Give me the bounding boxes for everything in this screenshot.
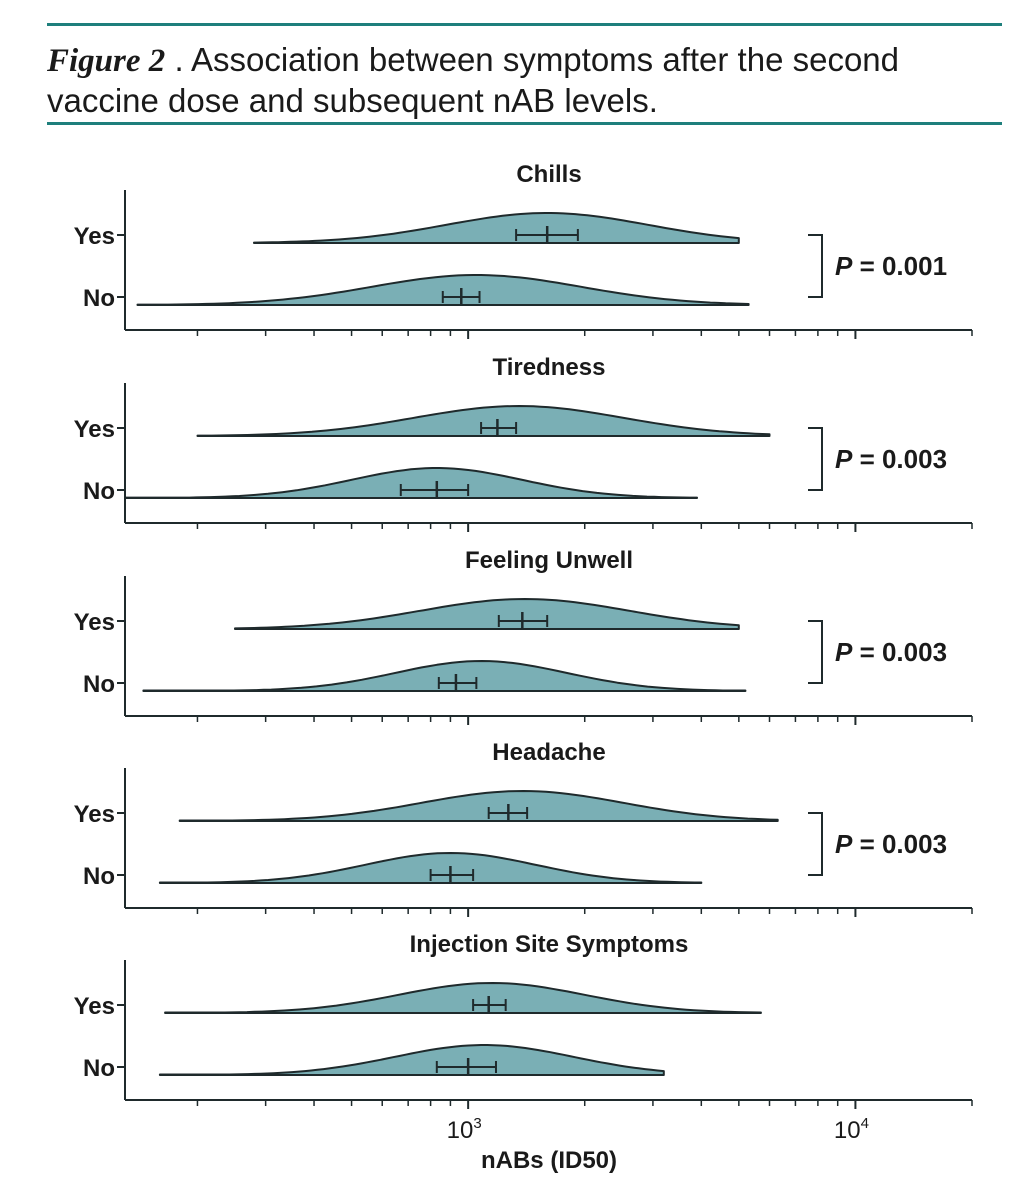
figure-caption: Figure 2 . Association between symptoms … bbox=[47, 40, 1007, 121]
x-tick-label: 103 bbox=[447, 1115, 482, 1144]
group-label: Yes bbox=[74, 993, 115, 1020]
violin-shape bbox=[164, 982, 762, 1014]
p-value: P = 0.003 bbox=[835, 829, 947, 859]
group-label: Yes bbox=[74, 416, 115, 443]
violin-shape bbox=[136, 274, 750, 306]
panel-title: Headache bbox=[492, 739, 605, 766]
group-label: Yes bbox=[74, 609, 115, 636]
group-label: Yes bbox=[74, 801, 115, 828]
violin-shape bbox=[196, 405, 771, 437]
group-label: Yes bbox=[74, 223, 115, 250]
caption-text: . Association between symptoms after the… bbox=[47, 41, 899, 119]
significance-bracket bbox=[808, 234, 823, 298]
significance-bracket bbox=[808, 427, 823, 491]
top-rule bbox=[47, 23, 1002, 26]
x-axis-label: nABs (ID50) bbox=[481, 1147, 617, 1174]
violin-shape bbox=[253, 212, 740, 244]
violin-shape bbox=[158, 852, 703, 884]
panel-title: Injection Site Symptoms bbox=[410, 931, 689, 958]
violin-shape bbox=[124, 467, 698, 499]
significance-bracket bbox=[808, 812, 823, 876]
violin-shape bbox=[158, 1044, 665, 1076]
group-label: No bbox=[83, 863, 115, 890]
violin-shape bbox=[178, 790, 779, 822]
figure-label: Figure 2 bbox=[47, 43, 166, 79]
group-label: No bbox=[83, 285, 115, 312]
bottom-rule bbox=[47, 122, 1002, 125]
panel-title: Chills bbox=[516, 161, 581, 188]
panel-title: Tiredness bbox=[493, 354, 606, 381]
significance-bracket bbox=[808, 620, 823, 684]
panel-title: Feeling Unwell bbox=[465, 547, 633, 574]
x-tick-label: 104 bbox=[834, 1115, 869, 1144]
group-label: No bbox=[83, 1055, 115, 1082]
p-value: P = 0.001 bbox=[835, 251, 947, 281]
group-label: No bbox=[83, 478, 115, 505]
p-value: P = 0.003 bbox=[835, 637, 947, 667]
group-label: No bbox=[83, 671, 115, 698]
violin-shape bbox=[234, 598, 740, 630]
violin-shape bbox=[142, 660, 747, 692]
p-value: P = 0.003 bbox=[835, 444, 947, 474]
